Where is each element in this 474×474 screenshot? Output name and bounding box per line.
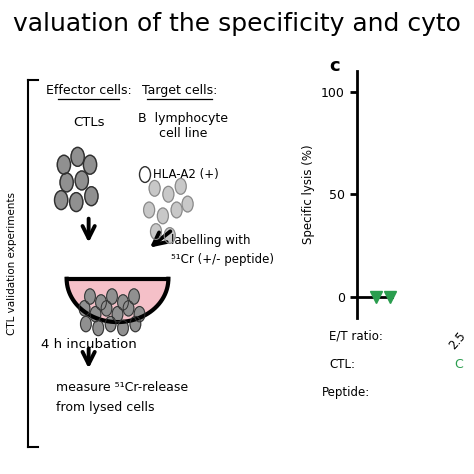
Circle shape [123,301,134,316]
Circle shape [55,191,68,210]
Text: c: c [329,57,340,75]
Circle shape [71,147,84,166]
Text: Target cells:: Target cells: [142,84,217,97]
Circle shape [96,295,106,310]
Text: ⁵¹Cr (+/- peptide): ⁵¹Cr (+/- peptide) [171,253,274,266]
Circle shape [101,301,112,316]
Circle shape [144,202,155,218]
Text: HLA-A2 (+): HLA-A2 (+) [153,168,219,181]
Circle shape [60,173,73,192]
Circle shape [151,224,162,239]
Text: 2.5: 2.5 [447,329,468,352]
Text: 4 h incubation: 4 h incubation [41,338,137,351]
Text: from lysed cells: from lysed cells [55,401,154,414]
Text: CTL validation experiments: CTL validation experiments [7,191,18,335]
Circle shape [157,208,168,224]
Text: B  lymphocyte
cell line: B lymphocyte cell line [138,111,228,140]
Text: C: C [455,358,463,371]
Text: E/T ratio:: E/T ratio: [329,329,383,342]
Text: labelling with: labelling with [171,234,251,246]
Circle shape [90,307,101,322]
Circle shape [105,316,116,332]
Circle shape [75,171,88,190]
Circle shape [79,301,90,316]
Circle shape [83,155,97,174]
Circle shape [118,295,128,310]
Circle shape [93,320,104,336]
Circle shape [118,320,128,336]
Circle shape [112,307,123,322]
Text: valuation of the specificity and cyto: valuation of the specificity and cyto [13,12,461,36]
Circle shape [57,155,71,174]
Text: Peptide:: Peptide: [322,386,371,399]
Circle shape [134,307,145,322]
Circle shape [85,289,95,304]
Circle shape [163,186,174,202]
Circle shape [85,187,98,206]
Circle shape [107,289,118,304]
Circle shape [175,179,186,194]
Circle shape [164,228,175,244]
Circle shape [130,316,141,332]
Text: CTLs: CTLs [73,116,104,128]
Circle shape [81,316,91,332]
Text: Effector cells:: Effector cells: [46,84,131,97]
Circle shape [171,202,182,218]
Circle shape [149,181,160,196]
Circle shape [70,192,83,211]
Circle shape [182,196,193,212]
Text: measure ⁵¹Cr-release: measure ⁵¹Cr-release [55,381,188,394]
Circle shape [128,289,139,304]
Y-axis label: Specific lysis (%): Specific lysis (%) [302,145,315,244]
Text: CTL:: CTL: [329,358,356,371]
